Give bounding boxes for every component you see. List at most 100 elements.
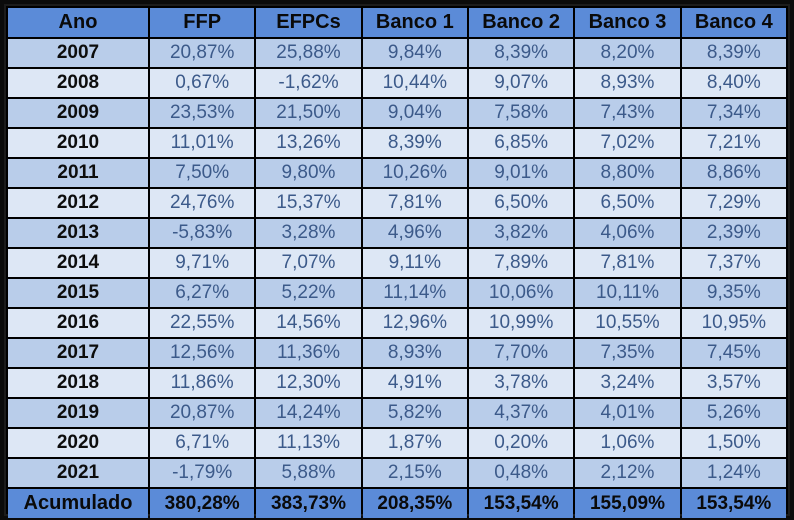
value-cell: 3,82% (468, 219, 574, 247)
year-cell: 2008 (8, 69, 148, 97)
value-cell: 7,02% (575, 129, 680, 157)
column-header: Banco 4 (681, 8, 786, 37)
value-cell: 8,39% (681, 39, 786, 67)
value-cell: 8,20% (575, 39, 680, 67)
column-header: Banco 3 (575, 8, 680, 37)
accumulated-value: 383,73% (256, 489, 361, 518)
year-cell: 2012 (8, 189, 148, 217)
value-cell: 22,55% (150, 309, 255, 337)
value-cell: 4,01% (575, 399, 680, 427)
year-cell: 2010 (8, 129, 148, 157)
value-cell: 9,07% (468, 69, 574, 97)
value-cell: 4,91% (362, 369, 467, 397)
table-row: 2014 9,71% 7,07% 9,11% 7,89% 7,81% 7,37% (8, 249, 786, 277)
accumulated-value: 153,54% (468, 489, 574, 518)
value-cell: 0,48% (468, 459, 574, 487)
value-cell: 0,67% (150, 69, 255, 97)
year-cell: 2011 (8, 159, 148, 187)
value-cell: 7,58% (468, 99, 574, 127)
year-cell: 2015 (8, 279, 148, 307)
table-row: 2009 23,53% 21,50% 9,04% 7,58% 7,43% 7,34% (8, 99, 786, 127)
value-cell: -5,83% (150, 219, 255, 247)
value-cell: 10,26% (362, 159, 467, 187)
value-cell: 21,50% (256, 99, 361, 127)
table-row: 2007 20,87% 25,88% 9,84% 8,39% 8,20% 8,39% (8, 39, 786, 67)
value-cell: 0,20% (468, 429, 574, 457)
value-cell: 8,93% (575, 69, 680, 97)
value-cell: 7,43% (575, 99, 680, 127)
value-cell: 7,70% (468, 339, 574, 367)
returns-table: Ano FFP EFPCs Banco 1 Banco 2 Banco 3 Banco 4 … (6, 6, 788, 520)
value-cell: 6,27% (150, 279, 255, 307)
value-cell: 3,57% (681, 369, 786, 397)
value-cell: 9,71% (150, 249, 255, 277)
year-cell: 2019 (8, 399, 148, 427)
column-header: Banco 1 (362, 8, 467, 37)
table-row: 2018 11,86% 12,30% 4,91% 3,78% 3,24% 3,57% (8, 369, 786, 397)
value-cell: 11,36% (256, 339, 361, 367)
table-header: Ano FFP EFPCs Banco 1 Banco 2 Banco 3 Banco 4 (8, 8, 786, 37)
value-cell: 10,55% (575, 309, 680, 337)
year-cell: 2016 (8, 309, 148, 337)
value-cell: 7,89% (468, 249, 574, 277)
accumulated-value: 153,54% (681, 489, 786, 518)
value-cell: 2,39% (681, 219, 786, 247)
value-cell: 12,96% (362, 309, 467, 337)
value-cell: 14,56% (256, 309, 361, 337)
value-cell: 8,80% (575, 159, 680, 187)
value-cell: 10,99% (468, 309, 574, 337)
year-cell: 2021 (8, 459, 148, 487)
value-cell: 13,26% (256, 129, 361, 157)
value-cell: 7,50% (150, 159, 255, 187)
value-cell: 6,71% (150, 429, 255, 457)
value-cell: 7,81% (575, 249, 680, 277)
value-cell: 6,50% (575, 189, 680, 217)
accumulated-value: 380,28% (150, 489, 255, 518)
value-cell: 6,85% (468, 129, 574, 157)
value-cell: 4,06% (575, 219, 680, 247)
value-cell: 1,06% (575, 429, 680, 457)
value-cell: 7,37% (681, 249, 786, 277)
value-cell: 2,15% (362, 459, 467, 487)
value-cell: 20,87% (150, 39, 255, 67)
table-body: 2007 20,87% 25,88% 9,84% 8,39% 8,20% 8,39% 2008… (8, 39, 786, 487)
value-cell: 23,53% (150, 99, 255, 127)
value-cell: 12,30% (256, 369, 361, 397)
value-cell: 9,11% (362, 249, 467, 277)
value-cell: 9,35% (681, 279, 786, 307)
table-row: 2021 -1,79% 5,88% 2,15% 0,48% 2,12% 1,24% (8, 459, 786, 487)
value-cell: 1,24% (681, 459, 786, 487)
table-row: 2015 6,27% 5,22% 11,14% 10,06% 10,11% 9,35% (8, 279, 786, 307)
year-cell: 2009 (8, 99, 148, 127)
value-cell: 3,24% (575, 369, 680, 397)
column-header: EFPCs (256, 8, 361, 37)
column-header: Banco 2 (468, 8, 574, 37)
value-cell: 4,96% (362, 219, 467, 247)
value-cell: 5,82% (362, 399, 467, 427)
table-row: 2008 0,67% -1,62% 10,44% 9,07% 8,93% 8,40% (8, 69, 786, 97)
value-cell: 8,86% (681, 159, 786, 187)
table-row: 2011 7,50% 9,80% 10,26% 9,01% 8,80% 8,86% (8, 159, 786, 187)
table-frame: Ano FFP EFPCs Banco 1 Banco 2 Banco 3 Banco 4 … (4, 4, 790, 518)
accumulated-value: 208,35% (362, 489, 467, 518)
table-row: 2012 24,76% 15,37% 7,81% 6,50% 6,50% 7,29% (8, 189, 786, 217)
table-row: 2013 -5,83% 3,28% 4,96% 3,82% 4,06% 2,39% (8, 219, 786, 247)
value-cell: 12,56% (150, 339, 255, 367)
value-cell: 11,01% (150, 129, 255, 157)
value-cell: 9,80% (256, 159, 361, 187)
value-cell: 11,86% (150, 369, 255, 397)
value-cell: 10,44% (362, 69, 467, 97)
year-cell: 2014 (8, 249, 148, 277)
value-cell: 5,26% (681, 399, 786, 427)
value-cell: 6,50% (468, 189, 574, 217)
value-cell: 7,07% (256, 249, 361, 277)
column-header: Ano (8, 8, 148, 37)
value-cell: 4,37% (468, 399, 574, 427)
value-cell: 10,06% (468, 279, 574, 307)
value-cell: 24,76% (150, 189, 255, 217)
value-cell: 10,95% (681, 309, 786, 337)
value-cell: 9,01% (468, 159, 574, 187)
value-cell: 2,12% (575, 459, 680, 487)
value-cell: -1,62% (256, 69, 361, 97)
value-cell: 7,45% (681, 339, 786, 367)
